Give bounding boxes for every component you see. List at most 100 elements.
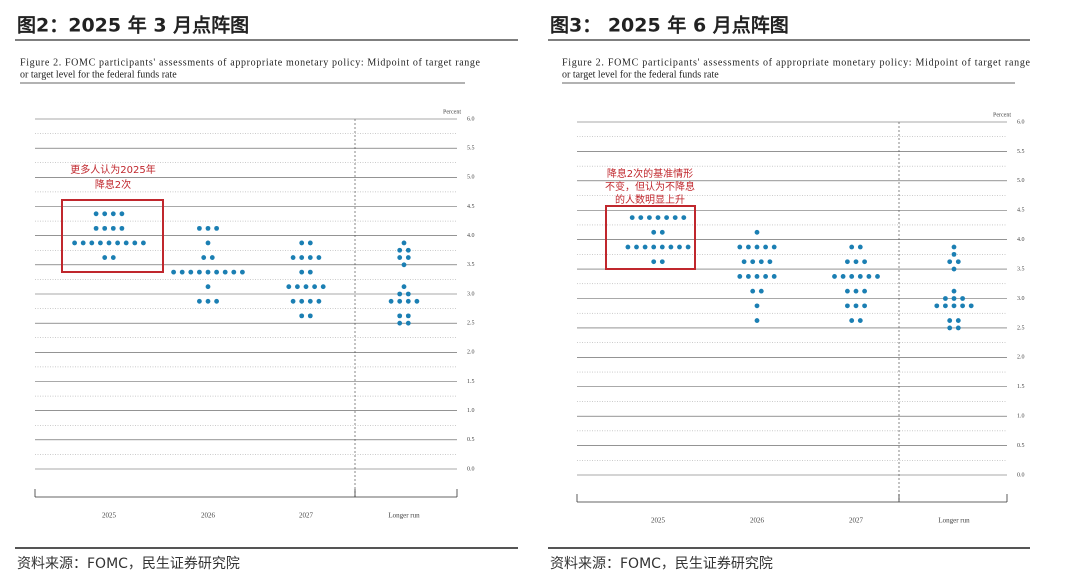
dot <box>849 318 855 323</box>
dot <box>763 244 768 250</box>
dot <box>625 244 631 250</box>
dot <box>642 244 648 250</box>
dot <box>857 318 863 323</box>
dot <box>840 274 846 279</box>
x-tick-label: Longer run <box>388 512 420 520</box>
y-tick-label: 5.5 <box>1017 149 1025 155</box>
dot <box>754 229 760 235</box>
dot <box>102 225 108 231</box>
dot <box>754 274 760 279</box>
x-tick-label: 2027 <box>849 517 864 525</box>
dot <box>102 211 108 217</box>
dot <box>754 303 760 309</box>
dot <box>845 303 850 309</box>
dot <box>93 225 99 231</box>
dot <box>320 284 326 290</box>
dot <box>853 288 859 294</box>
dot <box>405 247 411 253</box>
dot <box>951 251 957 257</box>
dot <box>397 255 403 260</box>
dot <box>737 244 743 250</box>
source: 资料来源：FOMC，民生证券研究院 <box>17 556 240 572</box>
dot <box>188 269 194 275</box>
dot <box>307 269 313 275</box>
dot <box>307 255 313 260</box>
dot <box>205 240 211 246</box>
dot <box>875 274 880 279</box>
y-tick-label: 3.5 <box>467 262 475 268</box>
dot <box>651 244 657 250</box>
y-tick-label: 0.0 <box>1017 472 1025 478</box>
dot <box>659 244 665 250</box>
x-tick-label: 2026 <box>750 517 765 525</box>
x-tick-label: Longer run <box>938 517 970 525</box>
y-tick-label: 1.0 <box>467 408 475 414</box>
dot <box>80 240 86 246</box>
dot <box>763 274 768 279</box>
dot <box>771 274 777 279</box>
dot <box>951 288 957 294</box>
dot <box>312 284 317 290</box>
dot <box>209 255 215 260</box>
dot <box>307 313 313 319</box>
figure-caption: or target level for the federal funds ra… <box>20 69 177 80</box>
y-axis-label: Percent <box>443 109 461 115</box>
dot <box>388 298 394 304</box>
dot <box>299 255 305 260</box>
dot <box>93 211 99 217</box>
dot <box>934 303 940 309</box>
dot <box>205 269 211 275</box>
dot <box>106 240 112 246</box>
dot <box>651 259 657 265</box>
dot <box>110 211 116 217</box>
dot <box>746 274 751 279</box>
dot <box>947 325 953 331</box>
y-tick-label: 4.0 <box>1017 237 1025 243</box>
dot <box>397 291 403 297</box>
dot <box>651 229 657 235</box>
dot <box>299 313 305 319</box>
y-tick-label: 4.5 <box>467 204 475 210</box>
dot <box>231 269 237 275</box>
dot <box>115 240 120 246</box>
dot <box>853 259 859 265</box>
dot <box>397 313 403 319</box>
dot <box>647 215 652 221</box>
y-tick-label: 3.0 <box>467 291 475 297</box>
dot <box>750 259 756 265</box>
dot <box>955 259 961 265</box>
annotation: 的人数明显上升 <box>615 193 685 206</box>
dot <box>951 303 957 309</box>
figure-caption: or target level for the federal funds ra… <box>562 69 719 80</box>
dot <box>290 298 296 304</box>
y-tick-label: 1.5 <box>1017 384 1025 390</box>
dot <box>955 325 961 331</box>
dot <box>862 259 867 265</box>
dot <box>132 240 138 246</box>
dot <box>197 269 202 275</box>
dot <box>214 225 220 231</box>
dot <box>849 274 855 279</box>
dot <box>862 303 867 309</box>
dot <box>947 318 953 323</box>
dot <box>401 262 407 268</box>
dot <box>750 288 756 294</box>
dot <box>943 303 948 309</box>
dot <box>307 240 313 246</box>
dot <box>123 240 129 246</box>
dot <box>638 215 644 221</box>
dot <box>677 244 682 250</box>
annotation: 更多人认为2025年 <box>70 163 155 176</box>
dot <box>290 255 296 260</box>
dot <box>401 284 407 290</box>
dot <box>862 288 867 294</box>
x-tick-label: 2027 <box>299 512 314 520</box>
y-axis-label: Percent <box>993 112 1011 118</box>
dot <box>758 259 764 265</box>
y-tick-label: 0.0 <box>467 466 475 472</box>
dot <box>98 240 103 246</box>
y-tick-label: 2.5 <box>467 321 475 327</box>
dot <box>201 255 207 260</box>
dot <box>295 284 300 290</box>
